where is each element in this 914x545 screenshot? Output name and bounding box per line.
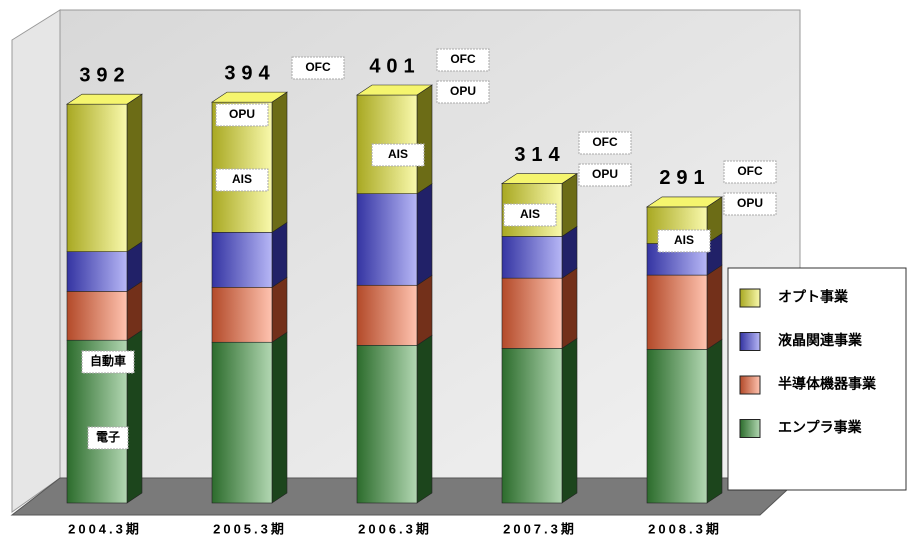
label-box [436, 80, 490, 104]
bar-label: 電子 [96, 430, 120, 444]
label-box [657, 229, 711, 253]
bar-side [271, 91, 288, 233]
legend-label: 液晶関連事業 [778, 332, 863, 348]
label-box [81, 350, 135, 374]
x-tick-label: 2007.3期 [503, 521, 577, 536]
bar [211, 341, 273, 504]
bar [66, 103, 128, 252]
bar [501, 348, 563, 504]
total-label: 394 [224, 62, 275, 84]
bar-side [706, 264, 723, 350]
x-tick-label: 2008.3期 [648, 521, 722, 536]
bar-side [561, 267, 578, 349]
bar-top [211, 91, 288, 103]
bar-label: OPU [737, 196, 763, 210]
label-box [503, 203, 557, 227]
label-box [215, 168, 269, 192]
bar [66, 251, 128, 292]
bar-label: OFC [450, 52, 476, 66]
legend-label: オプト事業 [778, 289, 849, 305]
legend-swatch [739, 288, 761, 308]
bar-side [271, 276, 288, 343]
bar-top [66, 93, 143, 105]
bar [66, 291, 128, 341]
bar-label: OPU [450, 84, 476, 98]
bar-side [561, 337, 578, 504]
label-box [215, 103, 269, 127]
label-box [291, 56, 345, 80]
bar-top [501, 173, 578, 184]
bar [646, 274, 708, 350]
label-box [723, 160, 777, 184]
bar-side [416, 274, 433, 346]
bar-side [416, 84, 433, 195]
total-label: 291 [659, 167, 710, 189]
legend-swatch [739, 419, 761, 438]
bar-label: AIS [674, 233, 694, 247]
label-box [371, 143, 425, 167]
total-label: 401 [369, 55, 420, 77]
bar-side [416, 334, 433, 504]
bar-side [561, 172, 578, 237]
bar-label: OFC [592, 135, 618, 149]
x-tick-label: 2004.3期 [68, 521, 142, 536]
legend-swatch [739, 375, 761, 395]
bar-label: 自動車 [90, 353, 126, 368]
bar-label: AIS [232, 172, 252, 186]
legend-label: 半導体機器事業 [778, 376, 877, 392]
legend-label: エンプラ事業 [778, 419, 863, 435]
label-box [436, 48, 490, 72]
total-label: 314 [514, 144, 565, 166]
left-wall [11, 9, 61, 513]
bar [501, 236, 563, 279]
bar-side [126, 93, 143, 253]
bar [356, 193, 418, 286]
bar-label: OPU [229, 107, 255, 121]
bar-label: OPU [592, 167, 618, 181]
bar [356, 344, 418, 504]
bar-label: AIS [520, 207, 540, 221]
bar [646, 349, 708, 504]
label-box [578, 131, 632, 155]
bar-label: OFC [305, 60, 331, 74]
label-box [723, 192, 777, 216]
bar [501, 277, 563, 349]
total-label: 392 [79, 64, 130, 86]
bar-label: AIS [388, 147, 408, 161]
bar-top [646, 196, 723, 208]
bar-side [416, 183, 433, 286]
legend-swatch [739, 332, 761, 351]
label-box [578, 163, 632, 187]
bar-side [271, 331, 288, 504]
bar-side [706, 338, 723, 504]
x-tick-label: 2006.3期 [358, 521, 432, 536]
label-box [87, 426, 129, 450]
bar-side [271, 221, 288, 288]
bar [356, 284, 418, 346]
x-tick-label: 2005.3期 [213, 521, 287, 536]
bar-top [356, 84, 433, 96]
bar [211, 286, 273, 343]
bar-label: OFC [737, 164, 763, 178]
bar [211, 232, 273, 288]
